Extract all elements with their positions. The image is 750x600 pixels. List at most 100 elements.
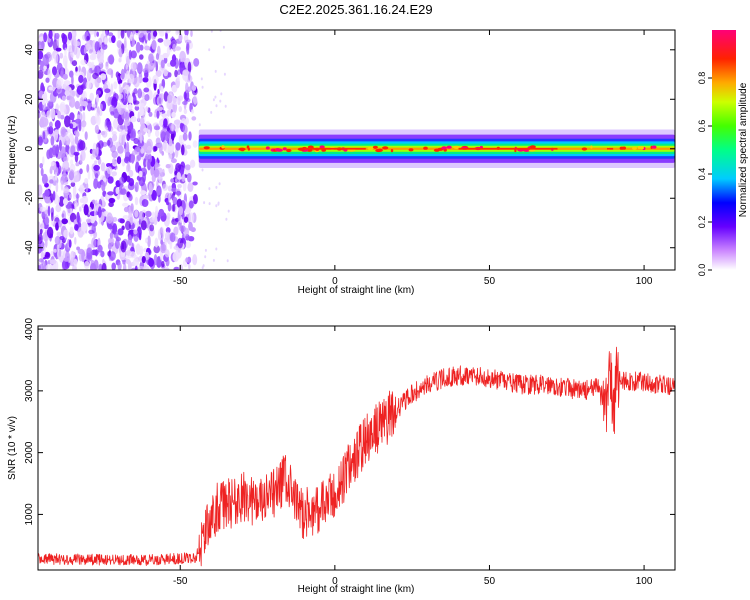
heatmap-noise-blob xyxy=(176,75,181,82)
heatmap-noise-blob xyxy=(133,137,139,145)
heatmap-noise-blob xyxy=(170,187,178,193)
heatmap-noise-blob xyxy=(128,178,135,187)
heatmap-noise-blob xyxy=(148,257,155,267)
heatmap-noise-blob xyxy=(85,181,89,193)
heatmap-noise-blob xyxy=(129,251,136,259)
heatmap-noise-speckle xyxy=(214,69,217,73)
heatmap-noise-blob xyxy=(135,243,141,255)
heatmap-band-hotspot xyxy=(637,145,641,150)
colorbar-tick-label: 0.4 xyxy=(697,168,707,181)
heatmap-noise-blob xyxy=(76,177,80,182)
heatmap-noise-blob xyxy=(38,184,43,197)
heatmap-noise-blob xyxy=(127,161,130,172)
heatmap-noise-blob xyxy=(149,186,153,193)
heatmap-noise-blob xyxy=(40,167,44,177)
heatmap-noise-speckle xyxy=(219,99,222,103)
heatmap-x-label: Height of straight line (km) xyxy=(298,285,415,296)
heatmap-noise-blob xyxy=(62,73,68,80)
heatmap-noise-blob xyxy=(84,178,89,184)
heatmap-noise-blob xyxy=(92,148,99,158)
heatmap-noise-blob xyxy=(70,250,75,262)
heatmap-noise-blob xyxy=(139,54,144,60)
heatmap-noise-blob xyxy=(92,72,99,80)
heatmap-noise-blob xyxy=(54,32,60,40)
heatmap-noise-blob xyxy=(65,84,70,96)
heatmap-noise-blob xyxy=(137,30,144,38)
heatmap-noise-blob xyxy=(192,193,198,205)
heatmap-noise-blob xyxy=(69,112,75,121)
heatmap-noise-blob xyxy=(63,198,68,206)
heatmap-noise-blob xyxy=(193,58,200,67)
heatmap-noise-blob xyxy=(153,146,158,152)
heatmap-noise-blob xyxy=(154,113,157,118)
heatmap-noise-blob xyxy=(133,88,138,95)
heatmap-noise-blob xyxy=(44,194,51,204)
heatmap-noise-blob xyxy=(42,54,49,67)
heatmap-panel: -50 0 50 100 -40 -20 0 20 40 Height of straight… xyxy=(7,29,676,296)
heatmap-noise-blob xyxy=(162,140,167,152)
heatmap-noise-blob xyxy=(41,40,45,50)
heatmap-band-hotspot xyxy=(446,145,452,149)
heatmap-noise-blob xyxy=(109,251,116,261)
heatmap-noise-blob xyxy=(39,193,44,202)
heatmap-noise-blob xyxy=(56,231,62,237)
heatmap-noise-blob xyxy=(116,40,123,49)
heatmap-noise-blob xyxy=(95,90,102,95)
heatmap-noise-blob xyxy=(64,47,67,57)
snr-y-label: SNR (10 * v/v) xyxy=(7,416,18,480)
heatmap-noise-blob xyxy=(119,125,127,130)
heatmap-noise-blob xyxy=(172,251,180,262)
heatmap-noise-blob xyxy=(75,66,78,73)
heatmap-noise-blob xyxy=(86,61,93,67)
heatmap-noise-speckle xyxy=(227,209,230,213)
heatmap-noise-blob xyxy=(48,101,54,109)
heatmap-noise-blob xyxy=(96,31,99,37)
heatmap-noise-speckle xyxy=(214,95,217,99)
heatmap-noise-blob xyxy=(178,106,183,113)
heatmap-noise-blob xyxy=(123,263,127,270)
heatmap-noise-blob xyxy=(184,227,189,237)
heatmap-noise-blob xyxy=(137,140,144,147)
heatmap-noise-blob xyxy=(130,128,136,139)
heatmap-noise-blob xyxy=(44,252,50,258)
heatmap-band-hotspot xyxy=(590,145,593,149)
heatmap-noise-blob xyxy=(174,69,178,78)
colorbar-gradient xyxy=(712,30,736,270)
heatmap-noise-blob xyxy=(137,88,142,99)
heatmap-noise-blob xyxy=(136,62,143,75)
heatmap-noise-blob xyxy=(45,264,53,270)
heatmap-noise-blob xyxy=(185,257,189,263)
heatmap-noise-blob xyxy=(94,41,100,53)
heatmap-noise-blob xyxy=(67,129,72,134)
heatmap-noise-blob xyxy=(108,198,115,203)
heatmap-noise-blob xyxy=(186,49,190,55)
heatmap-noise-blob xyxy=(73,45,78,55)
heatmap-band-core xyxy=(606,147,614,150)
heatmap-noise-blob xyxy=(145,210,152,218)
heatmap-noise-blob xyxy=(118,47,123,58)
heatmap-noise-blob xyxy=(88,49,93,54)
heatmap-noise-blob xyxy=(69,96,76,108)
heatmap-noise-blob xyxy=(163,69,168,77)
heatmap-noise-blob xyxy=(58,165,62,174)
heatmap-noise-blob xyxy=(126,133,131,142)
heatmap-noise-blob xyxy=(117,75,120,82)
heatmap-noise-blob xyxy=(52,190,56,201)
heatmap-noise-blob xyxy=(128,193,133,202)
heatmap-noise-blob xyxy=(88,30,96,35)
heatmap-noise-blob xyxy=(117,30,121,40)
heatmap-noise-blob xyxy=(86,35,90,41)
heatmap-noise-blob xyxy=(93,259,99,270)
heatmap-noise-blob xyxy=(110,83,114,95)
heatmap-noise-blob xyxy=(54,235,61,245)
heatmap-noise-blob xyxy=(134,146,141,155)
heatmap-noise-blob xyxy=(38,136,43,146)
heatmap-noise-blob xyxy=(164,130,170,142)
heatmap-noise-blob xyxy=(190,109,195,114)
heatmap-noise-blob xyxy=(158,97,162,105)
heatmap-noise-blob xyxy=(88,229,95,235)
heatmap-noise-blob xyxy=(127,234,133,246)
heatmap-noise-blob xyxy=(59,52,64,59)
heatmap-noise-blob xyxy=(123,206,130,213)
heatmap-noise-blob xyxy=(160,59,165,69)
